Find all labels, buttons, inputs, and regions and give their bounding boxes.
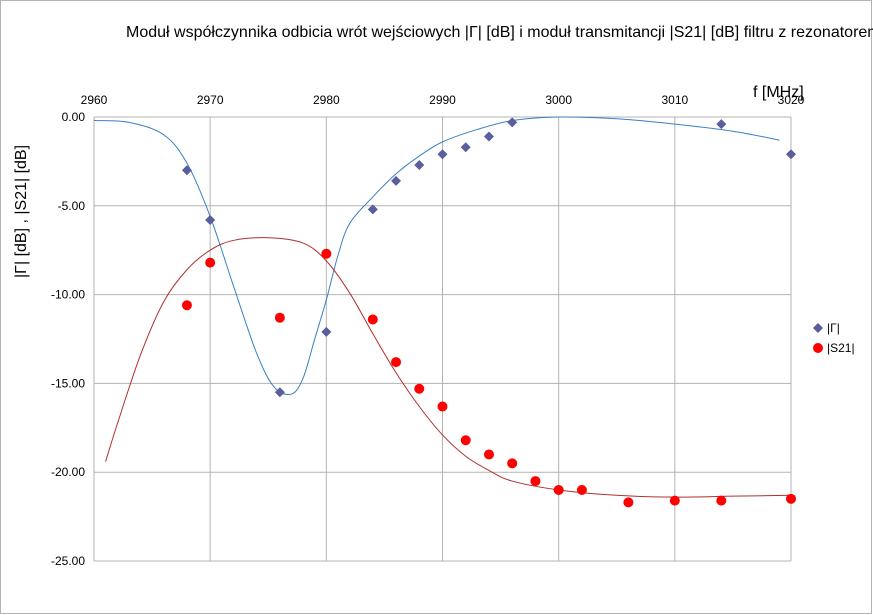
legend-item-gamma: |Γ| [812, 318, 855, 338]
s21-point [530, 476, 541, 487]
s21-point [460, 435, 471, 446]
s21-point [414, 383, 425, 394]
s21-point [576, 484, 587, 495]
gamma-point [460, 142, 471, 153]
s21-point [437, 401, 448, 412]
gamma-point [274, 387, 285, 398]
x-axis-label: f [MHz] [753, 84, 804, 101]
s21-point [321, 248, 332, 259]
y-tick-label: -20.00 [51, 465, 85, 479]
y-tick-label: 0.00 [62, 110, 86, 124]
y-tick-label: -25.00 [51, 554, 85, 568]
gamma-point [437, 149, 448, 160]
s21-trendline [105, 237, 792, 498]
gamma-point [321, 326, 332, 337]
gamma-point [391, 175, 402, 186]
diamond-marker-icon [812, 322, 824, 334]
gamma-point [367, 204, 378, 215]
circle-marker-icon [812, 342, 824, 354]
gamma-trendline [93, 116, 780, 396]
gamma-point [716, 119, 727, 130]
s21-point [716, 495, 727, 506]
gamma-point [205, 215, 216, 226]
s21-point [669, 495, 680, 506]
legend-label-gamma: |Γ| [827, 321, 840, 335]
gamma-point [507, 117, 518, 128]
gamma-point [786, 149, 796, 160]
y-tick-label: -5.00 [58, 199, 86, 213]
y-tick-label: -10.00 [51, 288, 85, 302]
s21-point [367, 314, 378, 325]
s21-point [553, 484, 564, 495]
s21-point [391, 357, 402, 368]
s21-point [483, 449, 494, 460]
gamma-point [483, 131, 494, 142]
x-tick-label: 2960 [81, 93, 108, 107]
x-tick-label: 3020 [778, 93, 805, 107]
s21-point [181, 300, 192, 311]
gamma-point [181, 165, 192, 176]
s21-point [274, 312, 285, 323]
y-tick-label: -15.00 [51, 376, 85, 390]
x-tick-label: 3010 [661, 93, 688, 107]
x-tick-label: 3000 [545, 93, 572, 107]
s21-point [623, 497, 634, 508]
gamma-point [414, 159, 425, 170]
legend: |Γ| |S21| [812, 318, 855, 358]
x-tick-label: 2980 [313, 93, 340, 107]
x-tick-label: 2970 [197, 93, 224, 107]
legend-label-s21: |S21| [827, 341, 855, 355]
legend-item-s21: |S21| [812, 338, 855, 358]
s21-point [507, 458, 518, 469]
x-tick-label: 2990 [429, 93, 456, 107]
chart-title: Moduł współczynnika odbicia wrót wejścio… [126, 24, 873, 41]
s21-point [205, 257, 216, 268]
s21-point [786, 493, 796, 504]
